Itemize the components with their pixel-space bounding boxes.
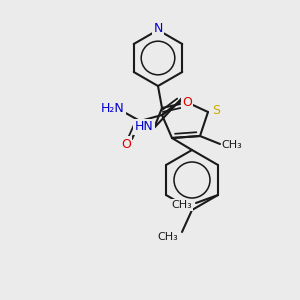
Text: CH₃: CH₃ — [172, 200, 192, 210]
Text: CH₃: CH₃ — [158, 232, 178, 242]
Text: CH₃: CH₃ — [222, 140, 242, 150]
Text: N: N — [153, 22, 163, 35]
Text: O: O — [182, 97, 192, 110]
Text: H₂N: H₂N — [101, 101, 125, 115]
Text: S: S — [212, 104, 220, 118]
Text: HN: HN — [135, 121, 153, 134]
Text: O: O — [121, 137, 131, 151]
